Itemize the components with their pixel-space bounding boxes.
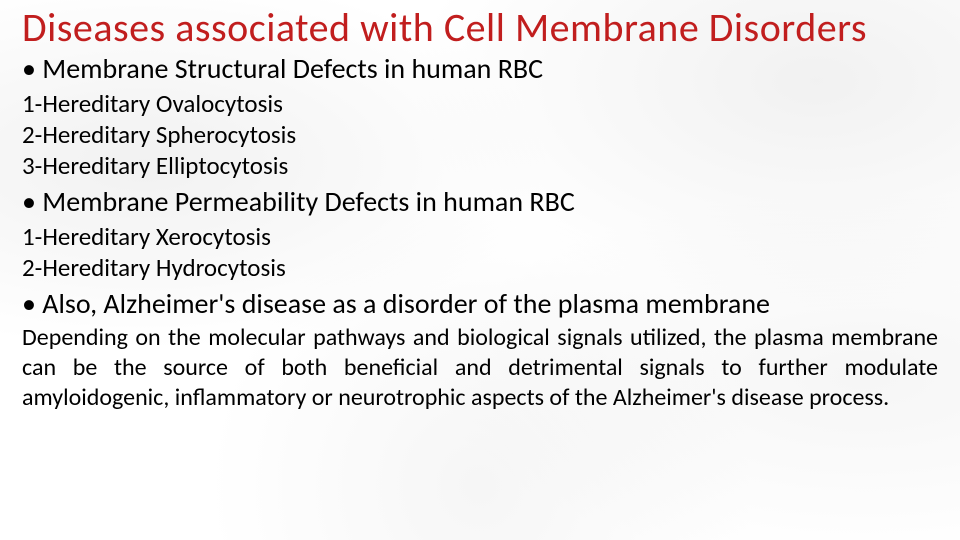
slide-title: Diseases associated with Cell Membrane D… bbox=[22, 6, 938, 50]
slide: Diseases associated with Cell Membrane D… bbox=[0, 0, 960, 540]
section3-paragraph: Depending on the molecular pathways and … bbox=[22, 323, 938, 413]
section1-list: 1-Hereditary Ovalocytosis 2-Hereditary S… bbox=[22, 88, 938, 182]
list-item: 1-Hereditary Xerocytosis bbox=[22, 221, 938, 252]
list-item: 2-Hereditary Hydrocytosis bbox=[22, 252, 938, 283]
list-item: 3-Hereditary Elliptocytosis bbox=[22, 150, 938, 181]
section2-list: 1-Hereditary Xerocytosis 2-Hereditary Hy… bbox=[22, 221, 938, 284]
section1-heading: Membrane Structural Defects in human RBC bbox=[22, 52, 938, 86]
list-item: 1-Hereditary Ovalocytosis bbox=[22, 88, 938, 119]
section2-heading: Membrane Permeability Defects in human R… bbox=[22, 185, 938, 219]
list-item: 2-Hereditary Spherocytosis bbox=[22, 119, 938, 150]
section3-heading: Also, Alzheimer's disease as a disorder … bbox=[22, 287, 938, 321]
